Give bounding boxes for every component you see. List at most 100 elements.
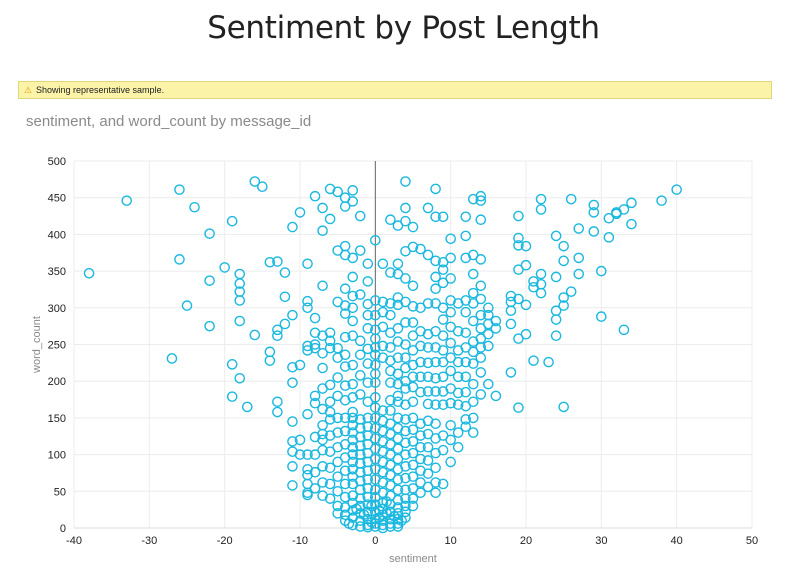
scatter-point (392, 521, 404, 532)
scatter-point (467, 412, 479, 424)
scatter-point (513, 402, 524, 413)
scatter-point (588, 226, 600, 237)
scatter-point (370, 234, 381, 246)
scatter-point (445, 233, 456, 245)
scatter-point (317, 280, 328, 292)
scatter-point (407, 471, 419, 482)
scatter-point (354, 210, 366, 222)
scatter-point (460, 421, 472, 433)
scatter-point (596, 311, 607, 322)
scatter-point (415, 371, 426, 383)
scatter-point (294, 434, 306, 446)
scatter-point (467, 427, 479, 438)
scatter-point (279, 318, 291, 330)
scatter-point (324, 462, 336, 474)
scatter-point (339, 465, 351, 477)
scatter-point (483, 302, 494, 314)
scatter-point (317, 202, 328, 214)
scatter-point (385, 342, 396, 353)
scatter-point (452, 399, 464, 410)
scatter-point (332, 412, 343, 424)
scatter-point (339, 361, 351, 372)
scatter-point (385, 298, 396, 309)
scatter-point (407, 280, 419, 292)
scatter-point (189, 201, 200, 213)
y-tick-label: 100 (48, 450, 66, 462)
scatter-point (415, 356, 426, 368)
scatter-point (407, 241, 419, 253)
scatter-point (452, 325, 464, 337)
scatter-point (347, 412, 359, 424)
scatter-point (588, 199, 600, 211)
scatter-point (430, 356, 441, 368)
scatter-point (249, 176, 261, 187)
scatter-point (392, 390, 404, 402)
scatter-point (287, 436, 298, 447)
scatter-point (558, 300, 569, 311)
scatter-point (535, 193, 547, 205)
scatter-point (400, 500, 411, 512)
scatter-point (302, 478, 313, 490)
scatter-point (437, 330, 449, 341)
scatter-point (362, 377, 374, 388)
scatter-point (400, 425, 411, 437)
scatter-point (400, 317, 411, 328)
scatter-point (392, 368, 404, 380)
scatter-point (400, 472, 411, 484)
scatter-point (392, 258, 404, 270)
scatter-point (332, 485, 343, 497)
scatter-point (603, 232, 615, 243)
scatter-point (452, 427, 464, 438)
scatter-point (287, 416, 298, 427)
scatter-point (287, 480, 298, 491)
scatter-point (302, 449, 313, 460)
scatter-point (618, 204, 630, 215)
scatter-point (550, 230, 562, 242)
scatter-point (452, 371, 464, 383)
scatter-point (279, 267, 291, 278)
scatter-point (121, 195, 133, 206)
scatter-point (558, 292, 569, 303)
scatter-point (460, 327, 472, 339)
scatter-point (234, 315, 246, 327)
scatter-point (241, 401, 253, 413)
scatter-point (302, 489, 313, 501)
scatter-point (302, 340, 313, 352)
scatter-point (505, 305, 517, 317)
scatter-point (392, 474, 404, 485)
scatter-point (422, 202, 434, 214)
scatter-point (343, 518, 355, 529)
scatter-point (302, 408, 313, 420)
scatter-point (324, 396, 336, 408)
scatter-point (415, 430, 426, 441)
y-tick-label: 250 (48, 340, 66, 352)
y-tick-label: 300 (48, 303, 66, 315)
scatter-point (407, 381, 419, 393)
scatter-point (415, 243, 426, 255)
scatter-point (550, 314, 562, 325)
y-tick-label: 500 (48, 156, 66, 168)
scatter-point (400, 437, 411, 449)
scatter-point (400, 461, 411, 472)
scatter-point (430, 255, 441, 267)
scatter-point (332, 372, 343, 383)
scatter-point (302, 345, 313, 356)
scatter-point (347, 271, 359, 283)
scatter-point (385, 405, 396, 416)
scatter-point (272, 256, 283, 267)
scatter-point (302, 302, 313, 314)
scatter-point (475, 195, 487, 206)
scatter-point (475, 190, 487, 202)
scatter-point (370, 295, 381, 306)
scatter-point (445, 337, 456, 349)
scatter-point (370, 491, 381, 503)
scatter-point (460, 230, 472, 242)
scatter-point (505, 367, 517, 378)
scatter-point (475, 280, 487, 292)
x-tick-label: 30 (595, 535, 607, 547)
scatter-point (339, 331, 351, 343)
scatter-point (407, 447, 419, 459)
scatter-point (490, 390, 502, 402)
scatter-point (452, 356, 464, 368)
scatter-point (272, 406, 283, 418)
